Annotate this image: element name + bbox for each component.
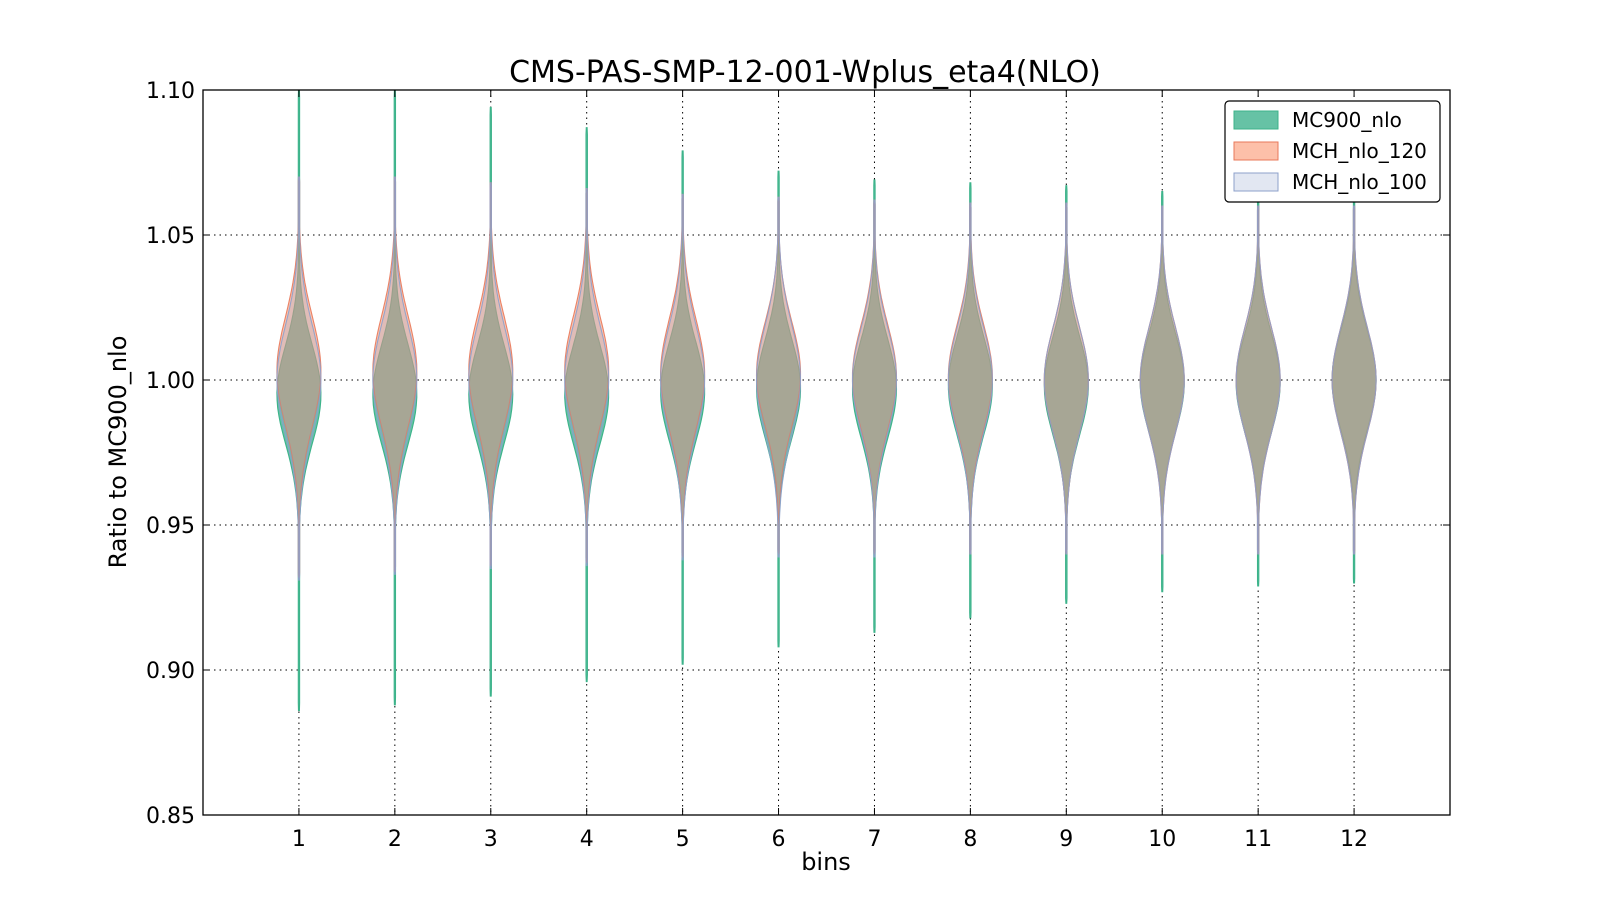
y-tick-label: 0.95 — [146, 514, 195, 539]
x-tick-label: 10 — [1148, 827, 1176, 852]
violin-bin-5 — [660, 193, 706, 561]
legend-label: MCH_nlo_120 — [1292, 139, 1427, 163]
x-tick-label: 9 — [1059, 827, 1073, 852]
x-tick-label: 5 — [676, 827, 690, 852]
series-mch-nlo-100 — [276, 176, 1377, 581]
x-axis-label: bins — [801, 848, 851, 876]
x-tick-label: 12 — [1340, 827, 1368, 852]
violin-bin-1 — [276, 176, 322, 581]
violin-bin-6 — [755, 196, 802, 558]
legend-frame — [1224, 100, 1441, 203]
violin-bin-9 — [1043, 202, 1089, 555]
violin-bin-12 — [1331, 205, 1377, 555]
violin-bin-3 — [468, 182, 514, 570]
violin-bin-4 — [564, 188, 610, 567]
x-tick-label: 3 — [484, 827, 498, 852]
x-tick-label: 2 — [388, 827, 402, 852]
x-tick-label: 4 — [580, 827, 594, 852]
legend-swatch — [1233, 141, 1279, 161]
legend-label: MCH_nlo_100 — [1292, 170, 1427, 194]
violin-bin-7 — [851, 199, 898, 558]
x-tick-label: 11 — [1244, 827, 1272, 852]
y-axis-label: Ratio to MC900_nlo — [104, 336, 132, 569]
chart-title: CMS-PAS-SMP-12-001-Wplus_eta4(NLO) — [509, 55, 1101, 90]
y-tick-label: 1.05 — [146, 224, 195, 249]
x-tick-label: 8 — [963, 827, 977, 852]
x-tick-label: 6 — [772, 827, 786, 852]
violins — [276, 89, 1377, 712]
plot-frame — [202, 89, 1451, 816]
violin-bin-11 — [1235, 205, 1281, 555]
legend-label: MC900_nlo — [1292, 108, 1402, 132]
violin-bin-8 — [947, 202, 993, 555]
axis-ticks: 1 2 3 4 5 6 7 8 9 10 11 120.850.900.951.001.051.10 — [146, 79, 1450, 852]
legend-swatch — [1233, 172, 1279, 192]
series-mch-nlo-120 — [276, 176, 1377, 578]
legend: MC900_nlo MCH_nlo_120 MCH_nlo_100 — [1224, 100, 1441, 203]
x-tick-label: 7 — [867, 827, 881, 852]
x-tick-label: 1 — [292, 827, 306, 852]
y-tick-label: 0.85 — [146, 804, 195, 829]
y-tick-label: 1.00 — [146, 369, 195, 394]
y-tick-label: 0.90 — [146, 659, 195, 684]
violin-bin-2 — [372, 176, 418, 575]
violin-bin-10 — [1139, 205, 1185, 555]
y-tick-label: 1.10 — [146, 79, 195, 104]
legend-swatch — [1233, 110, 1279, 130]
